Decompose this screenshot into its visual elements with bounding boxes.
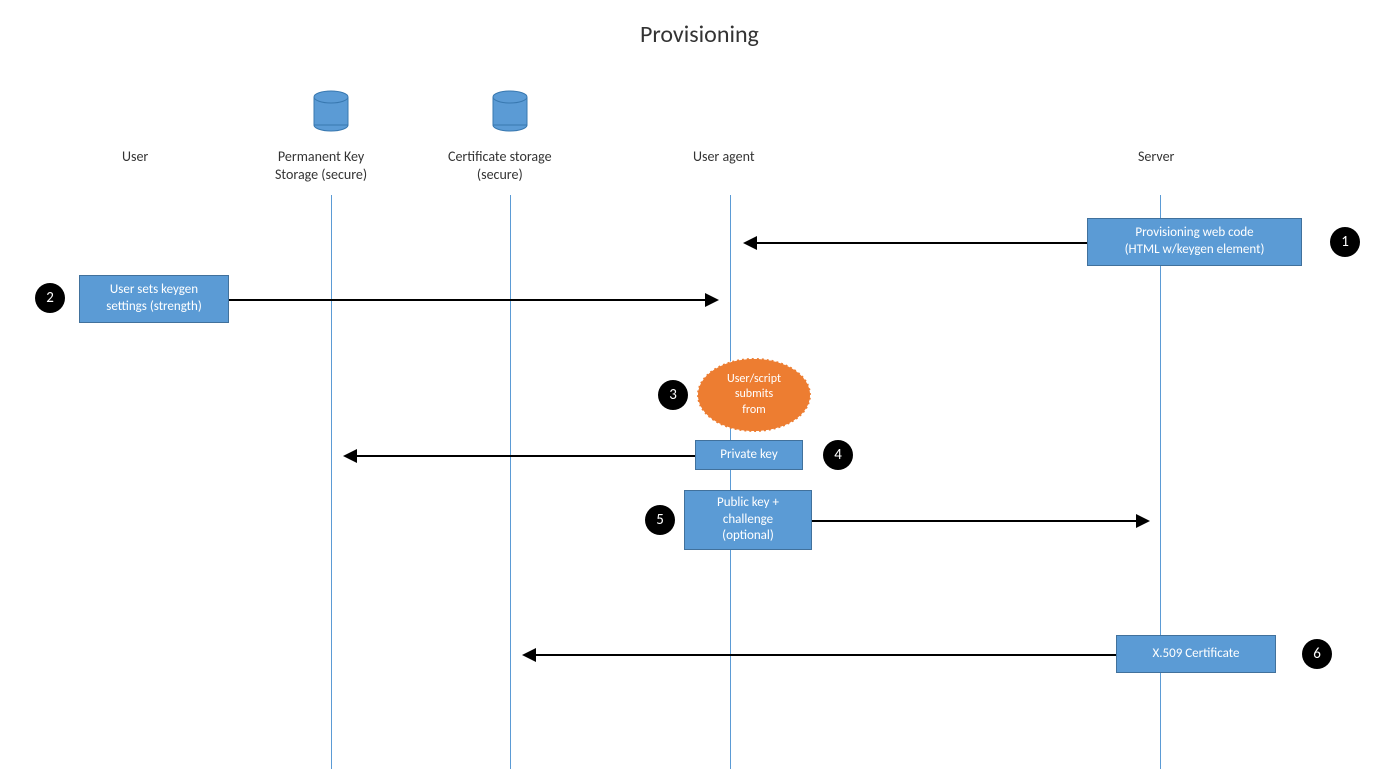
diagram-title: Provisioning — [640, 20, 759, 49]
lifeline-cert — [510, 195, 511, 769]
step-badge-2: 2 — [35, 283, 65, 313]
database-icon-cert — [492, 90, 528, 132]
box-user-sets-keygen: User sets keygensettings (strength) — [79, 275, 229, 323]
ellipse-submit-form: User/scriptsubmitsfrom — [697, 358, 811, 432]
lifeline-server — [1160, 195, 1161, 769]
box-x509-certificate: X.509 Certificate — [1116, 635, 1276, 673]
step-badge-5: 5 — [645, 505, 675, 535]
step-badge-6: 6 — [1302, 639, 1332, 669]
box-public-key: Public key +challenge(optional) — [684, 490, 812, 550]
box-private-key: Private key — [695, 440, 803, 470]
box-provisioning-code: Provisioning web code(HTML w/keygen elem… — [1087, 218, 1302, 266]
step-badge-1: 1 — [1330, 227, 1360, 257]
step-badge-3: 3 — [658, 380, 688, 410]
database-icon-pks — [313, 90, 349, 132]
lifeline-agent — [730, 195, 731, 769]
lane-label-server: Server — [1138, 148, 1174, 166]
lifeline-pks — [331, 195, 332, 769]
step-badge-4: 4 — [823, 440, 853, 470]
lane-label-agent: User agent — [693, 148, 755, 166]
lane-label-cert: Certificate storage(secure) — [448, 148, 552, 184]
lane-label-pks: Permanent KeyStorage (secure) — [275, 148, 367, 184]
lane-label-user: User — [122, 148, 148, 166]
